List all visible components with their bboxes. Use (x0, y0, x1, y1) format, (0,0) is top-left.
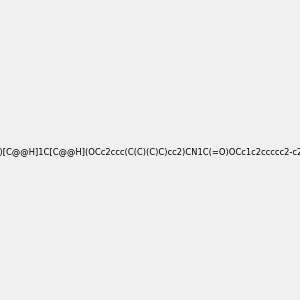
Text: OC(=O)[C@@H]1C[C@@H](OCc2ccc(C(C)(C)C)cc2)CN1C(=O)OCc1c2ccccc2-c2ccccc21: OC(=O)[C@@H]1C[C@@H](OCc2ccc(C(C)(C)C)cc… (0, 147, 300, 156)
